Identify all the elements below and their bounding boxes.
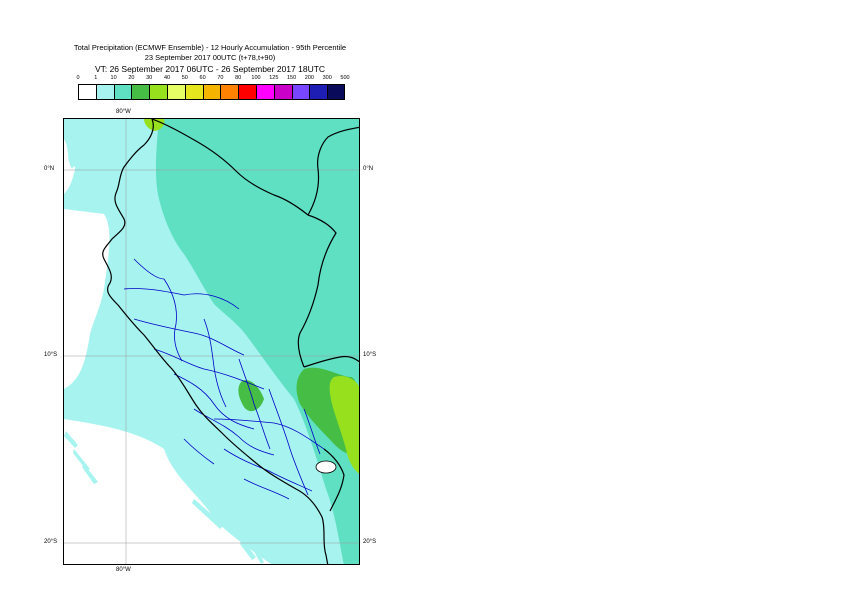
precipitation-map <box>63 118 360 565</box>
title-line-3: VT: 26 September 2017 06UTC - 26 Septemb… <box>94 64 326 74</box>
lon-label-bottom: 80°W <box>116 567 131 573</box>
legend-label-3: 20 <box>128 75 135 81</box>
lake-titicaca <box>315 460 337 474</box>
legend-label-4: 30 <box>146 75 153 81</box>
legend-swatch-4 <box>149 84 167 100</box>
title-line-2: 23 September 2017 00UTC (t+78,t+90) <box>144 53 276 62</box>
legend-swatch-10 <box>256 84 274 100</box>
legend-swatch-2 <box>113 84 132 100</box>
legend-swatch-8 <box>220 84 239 100</box>
legend-swatch-1 <box>95 84 114 100</box>
legend-label-13: 200 <box>304 75 314 81</box>
legend-label-10: 100 <box>251 75 261 81</box>
legend-swatch-11 <box>273 84 292 100</box>
lat-label-left-10: 10°S <box>44 352 58 358</box>
lat-label-left-0: 0°N <box>44 166 55 172</box>
dry-ocean-area <box>64 139 272 564</box>
land-precip-field <box>155 119 359 564</box>
legend-swatch-12 <box>291 84 310 100</box>
legend-label-7: 60 <box>199 75 206 81</box>
legend-label-11: 125 <box>269 75 279 81</box>
legend-swatch-0 <box>78 84 96 100</box>
legend-swatch-9 <box>238 84 256 100</box>
legend-label-6: 50 <box>181 75 188 81</box>
dry-ocean-area-2 <box>64 439 124 564</box>
lon-label-top: 80°W <box>116 109 131 115</box>
legend-label-15: 500 <box>340 75 350 81</box>
legend-label-0: 0 <box>76 75 80 81</box>
title-line-1: Total Precipitation (ECMWF Ensemble) - 1… <box>73 43 347 52</box>
map-svg <box>64 119 359 564</box>
lat-label-right-20: 20°S <box>363 539 377 545</box>
legend-label-8: 70 <box>217 75 224 81</box>
legend-swatch-6 <box>184 84 203 100</box>
legend-swatch-7 <box>202 84 221 100</box>
coastline-and-borders <box>102 119 359 564</box>
medium-precip-area <box>238 367 359 455</box>
legend-swatch-3 <box>131 84 150 100</box>
legend-label-1: 1 <box>94 75 98 81</box>
legend-swatch-5 <box>167 84 185 100</box>
lat-label-right-10: 10°S <box>363 352 377 358</box>
legend-label-5: 40 <box>163 75 171 81</box>
legend-label-2: 10 <box>110 75 117 81</box>
legend-label-12: 150 <box>287 75 297 81</box>
admin-borders <box>123 258 325 500</box>
legend-swatch-13 <box>309 84 328 100</box>
legend-swatch-14 <box>327 84 345 100</box>
lat-label-right-0: 0°N <box>363 166 374 172</box>
lat-label-left-20: 20°S <box>44 539 58 545</box>
legend-label-9: 80 <box>235 75 242 81</box>
legend-label-14: 300 <box>322 75 332 81</box>
